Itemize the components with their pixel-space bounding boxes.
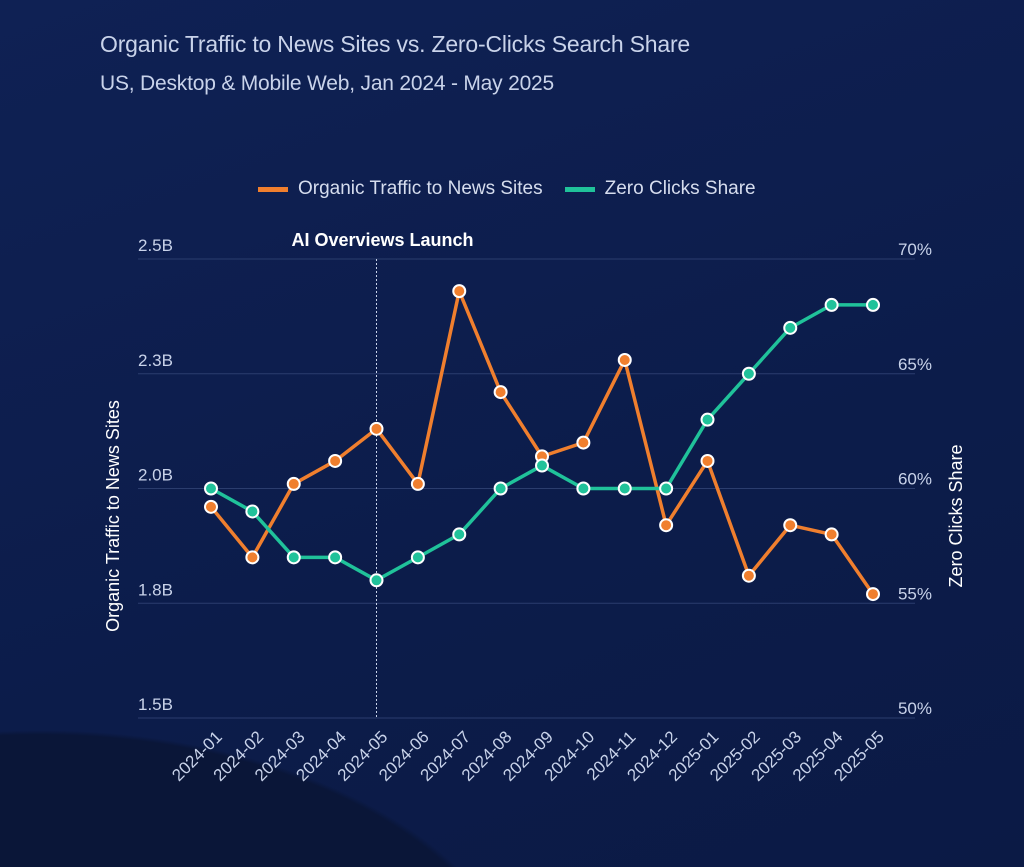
legend-swatch-green: [564, 186, 595, 192]
chart-title: Organic Traffic to News Sites vs. Zero-C…: [100, 31, 691, 57]
legend-item-organic[interactable]: Organic Traffic to News Sites: [258, 178, 543, 200]
data-point-organic: [452, 284, 467, 299]
data-point-zero-clicks: [286, 550, 301, 565]
y-axis-label: Organic Traffic to News Sites: [103, 400, 123, 632]
y2-tick-label: 55%: [898, 584, 932, 603]
data-point-organic: [866, 587, 880, 602]
y-tick-label: 2.0B: [138, 466, 173, 485]
data-point-organic: [783, 518, 798, 533]
data-point-organic: [700, 453, 715, 468]
data-point-organic: [824, 527, 839, 542]
legend-label: Organic Traffic to News Sites: [298, 178, 543, 199]
series-line-zero-clicks: [210, 303, 873, 583]
data-point-organic: [659, 518, 674, 533]
data-point-organic: [493, 385, 508, 400]
y-tick-label: 2.5B: [138, 236, 173, 255]
y2-axis-label: Zero Clicks Share: [946, 444, 966, 587]
data-point-organic: [410, 476, 425, 491]
data-point-zero-clicks: [369, 573, 384, 588]
y2-tick-label: 60%: [898, 470, 932, 489]
data-point-zero-clicks: [824, 297, 839, 312]
legend-label: Zero Clicks Share: [604, 178, 756, 199]
data-point-zero-clicks: [741, 366, 756, 381]
data-point-zero-clicks: [452, 527, 467, 542]
data-point-organic: [204, 499, 218, 514]
annotation-label: AI Overviews Launch: [291, 230, 473, 250]
data-point-zero-clicks: [493, 481, 508, 496]
y2-tick-label: 50%: [898, 699, 932, 718]
data-point-zero-clicks: [576, 481, 591, 496]
y-tick-label: 1.5B: [138, 695, 173, 714]
y2-tick-label: 65%: [898, 355, 932, 374]
data-point-zero-clicks: [204, 481, 218, 496]
data-point-organic: [741, 568, 756, 583]
legend-swatch-orange: [258, 186, 288, 192]
y2-tick-label: 70%: [898, 240, 932, 259]
data-point-zero-clicks: [659, 481, 674, 496]
legend-item-zero-clicks[interactable]: Zero Clicks Share: [564, 178, 756, 200]
data-point-zero-clicks: [328, 550, 343, 565]
data-point-zero-clicks: [700, 412, 715, 427]
series-line-organic: [209, 289, 875, 596]
data-point-organic: [328, 453, 343, 468]
y-tick-label: 1.8B: [138, 580, 173, 599]
data-point-organic: [369, 421, 384, 436]
chart-subtitle: US, Desktop & Mobile Web, Jan 2024 - May…: [100, 72, 555, 95]
data-point-zero-clicks: [245, 504, 260, 519]
data-point-zero-clicks: [783, 320, 798, 335]
data-point-organic: [576, 435, 591, 450]
data-point-zero-clicks: [410, 550, 425, 565]
data-point-zero-clicks: [866, 297, 880, 312]
data-point-organic: [245, 550, 260, 565]
y-tick-label: 2.3B: [138, 351, 173, 370]
legend: Organic Traffic to News Sites Zero Click…: [258, 178, 778, 200]
data-point-organic: [617, 352, 632, 367]
data-point-zero-clicks: [535, 458, 549, 473]
data-point-organic: [286, 476, 301, 491]
data-point-zero-clicks: [617, 481, 632, 496]
